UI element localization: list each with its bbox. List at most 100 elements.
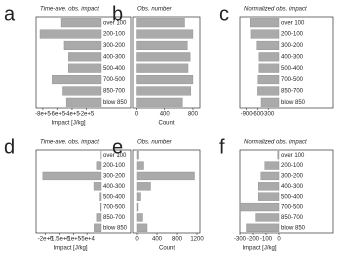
- bar: [239, 202, 280, 212]
- category-label: 500-400: [281, 194, 304, 200]
- panel-label: d: [4, 136, 15, 158]
- plot-frame: [132, 149, 201, 234]
- chart-title: Time-ave. obs. impact: [40, 140, 99, 146]
- category-label: 300-200: [103, 43, 126, 49]
- plot-frame: [132, 16, 201, 109]
- category-label: 200-100: [281, 163, 304, 169]
- chart-title: Normalized obs. impact: [244, 7, 307, 13]
- x-tick-label: -5e+4: [79, 237, 95, 243]
- category-label: 850-700: [103, 89, 126, 95]
- category-label: 300-200: [103, 174, 126, 180]
- category-label: blow 850: [281, 100, 306, 106]
- bar: [258, 63, 280, 73]
- category-label: blow 850: [103, 225, 128, 231]
- bar: [260, 171, 280, 181]
- category-label: over 100: [103, 20, 127, 26]
- x-tick-label: -900: [241, 112, 254, 118]
- bar: [136, 75, 194, 85]
- category-label: 700-500: [103, 205, 126, 211]
- category-label: over 100: [281, 20, 305, 26]
- bar: [62, 86, 102, 96]
- x-tick-label: -300: [234, 237, 247, 243]
- category-label: 200-100: [103, 32, 126, 38]
- bar: [257, 86, 280, 96]
- category-label: 500-400: [103, 66, 126, 72]
- category-label: 400-300: [281, 184, 304, 190]
- x-tick-label: -8e+5: [35, 112, 51, 118]
- chart-title: Obs. number: [137, 7, 173, 13]
- bar: [136, 18, 185, 28]
- x-tick-label: -200: [247, 237, 260, 243]
- category-label: over 100: [281, 153, 305, 159]
- bar: [277, 151, 280, 160]
- bar: [258, 182, 280, 191]
- x-tick-label: -1.5e+5: [49, 237, 70, 243]
- x-tick-label: 0: [135, 237, 139, 243]
- bar: [60, 18, 102, 28]
- x-tick-label: -6e+5: [50, 112, 66, 118]
- panel-label: e: [112, 136, 123, 158]
- x-tick-label: 400: [160, 112, 171, 118]
- bar: [52, 75, 102, 85]
- bar: [65, 97, 102, 107]
- x-tick-label: -4e+5: [64, 112, 80, 118]
- bar: [264, 161, 280, 170]
- x-axis-label: Impact [J/kg]: [51, 121, 85, 127]
- panel-label: a: [4, 3, 16, 25]
- bar: [136, 97, 183, 107]
- bar: [136, 63, 189, 73]
- category-label: 400-300: [103, 54, 126, 60]
- x-axis-label: Impact [J/kg]: [242, 246, 276, 252]
- bar: [136, 86, 192, 96]
- chart-title: Normalized obs. impact: [244, 140, 307, 146]
- bar: [136, 161, 144, 170]
- x-axis-label: Count: [158, 121, 174, 127]
- bar: [260, 97, 280, 107]
- panel-label: f: [219, 136, 225, 158]
- category-label: 300-200: [281, 174, 304, 180]
- x-axis-label: Count: [159, 246, 175, 252]
- bar: [256, 40, 280, 50]
- x-tick-label: -1e+5: [66, 237, 82, 243]
- bar: [257, 75, 280, 85]
- panel-label: b: [112, 3, 123, 25]
- category-label: 850-700: [281, 89, 304, 95]
- bar: [68, 63, 102, 73]
- bar: [99, 202, 102, 212]
- bar: [255, 213, 280, 222]
- bar: [249, 18, 280, 28]
- bar: [136, 40, 188, 50]
- bar: [250, 29, 280, 39]
- category-label: 700-500: [103, 77, 126, 83]
- bar: [136, 151, 139, 160]
- bar: [42, 171, 102, 181]
- bar: [258, 192, 280, 201]
- plot-frame: [239, 16, 334, 109]
- category-label: 400-300: [103, 184, 126, 190]
- bar: [39, 29, 102, 39]
- bar: [63, 40, 102, 50]
- bar: [136, 223, 148, 232]
- x-tick-label: 400: [152, 237, 163, 243]
- plot-frame: [239, 149, 334, 234]
- bar: [136, 29, 194, 39]
- bar: [68, 52, 102, 62]
- bar: [136, 182, 151, 191]
- category-label: blow 850: [103, 100, 128, 106]
- bar: [136, 213, 143, 222]
- x-tick-label: 0: [135, 112, 139, 118]
- chart-title: Time-ave. obs. impact: [40, 7, 99, 13]
- x-tick-label: 0: [277, 237, 281, 243]
- category-label: 850-700: [281, 215, 304, 221]
- category-label: 850-700: [103, 215, 126, 221]
- bar: [94, 223, 102, 232]
- bar: [93, 182, 102, 191]
- x-tick-label: -300: [262, 112, 275, 118]
- category-label: 200-100: [281, 32, 304, 38]
- category-label: 700-500: [281, 205, 304, 211]
- x-tick-label: 1200: [190, 237, 204, 243]
- category-label: 700-500: [281, 77, 304, 83]
- category-label: 500-400: [103, 194, 126, 200]
- bar: [136, 202, 139, 212]
